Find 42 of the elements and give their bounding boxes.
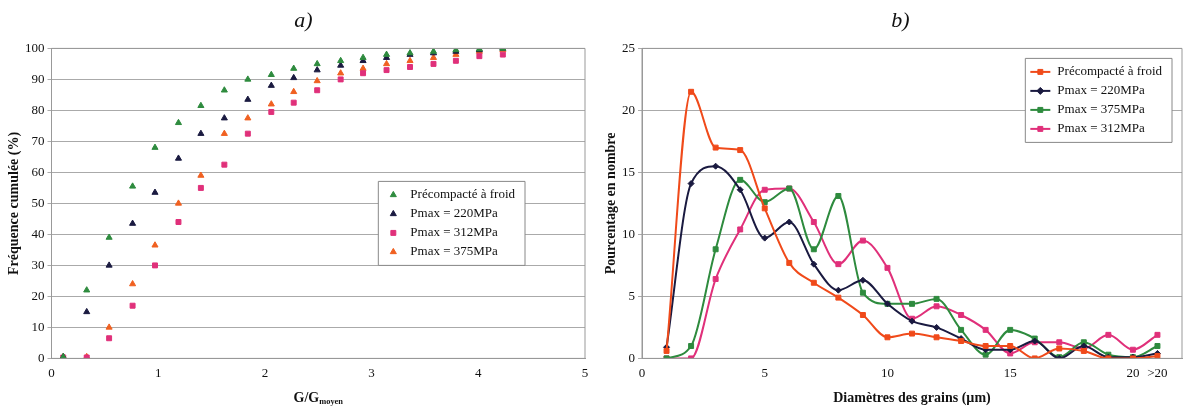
y-tick-label: 90 — [31, 70, 45, 86]
x-axis-title: Diamètres des grains (µm) — [833, 389, 992, 406]
legend-label: Précompacté à froid — [410, 186, 516, 202]
x-tick-label: 0 — [48, 364, 55, 380]
y-tick-label: 20 — [31, 287, 45, 303]
y-tick-label: 60 — [31, 163, 45, 179]
x-tick-label: 5 — [581, 364, 589, 380]
y-axis-title: Fréquence cumulée (%) — [5, 131, 22, 275]
legend-label: Pmax = 220MPa — [1057, 82, 1146, 98]
x-tick-label: 10 — [880, 364, 894, 380]
chart-title: a) — [294, 6, 313, 32]
y-tick-label: 70 — [31, 132, 45, 148]
x-tick-label: 0 — [638, 364, 646, 380]
legend-label: Précompacté à froid — [1057, 63, 1163, 79]
y-tick-label: 100 — [25, 39, 45, 55]
legend-label: Pmax = 312MPa — [410, 224, 499, 240]
legend-label: Pmax = 220MPa — [410, 205, 499, 221]
legend-label: Pmax = 312MPa — [1057, 120, 1146, 136]
y-tick-label: 40 — [31, 225, 45, 241]
y-tick-label: 5 — [628, 287, 635, 303]
y-tick-label: 0 — [628, 349, 635, 365]
x-tick-label: 5 — [761, 364, 768, 380]
chart-title: b) — [891, 6, 910, 32]
y-tick-label: 0 — [38, 349, 45, 365]
x-tick-label: 4 — [475, 364, 483, 380]
y-tick-label: 15 — [622, 163, 635, 179]
x-tick-label: 2 — [261, 364, 269, 380]
y-tick-label: 10 — [622, 225, 635, 241]
legend-label: Pmax = 375MPa — [410, 243, 499, 259]
y-tick-label: 10 — [31, 318, 45, 334]
y-tick-label: 80 — [31, 101, 45, 117]
y-tick-label: 50 — [31, 194, 45, 210]
y-tick-label: 30 — [31, 256, 45, 272]
x-tick-label: 20 — [1126, 364, 1140, 380]
x-tick-label: 15 — [1003, 364, 1017, 380]
y-tick-label: 20 — [622, 101, 635, 117]
y-tick-label: 25 — [622, 39, 635, 55]
legend-label: Pmax = 375MPa — [1057, 101, 1146, 117]
x-tick-label: 3 — [368, 364, 375, 380]
y-axis-title: Pourcentage en nombre — [602, 132, 618, 275]
x-tick-label: 1 — [154, 364, 162, 380]
x-tick-label: >20 — [1147, 364, 1168, 380]
